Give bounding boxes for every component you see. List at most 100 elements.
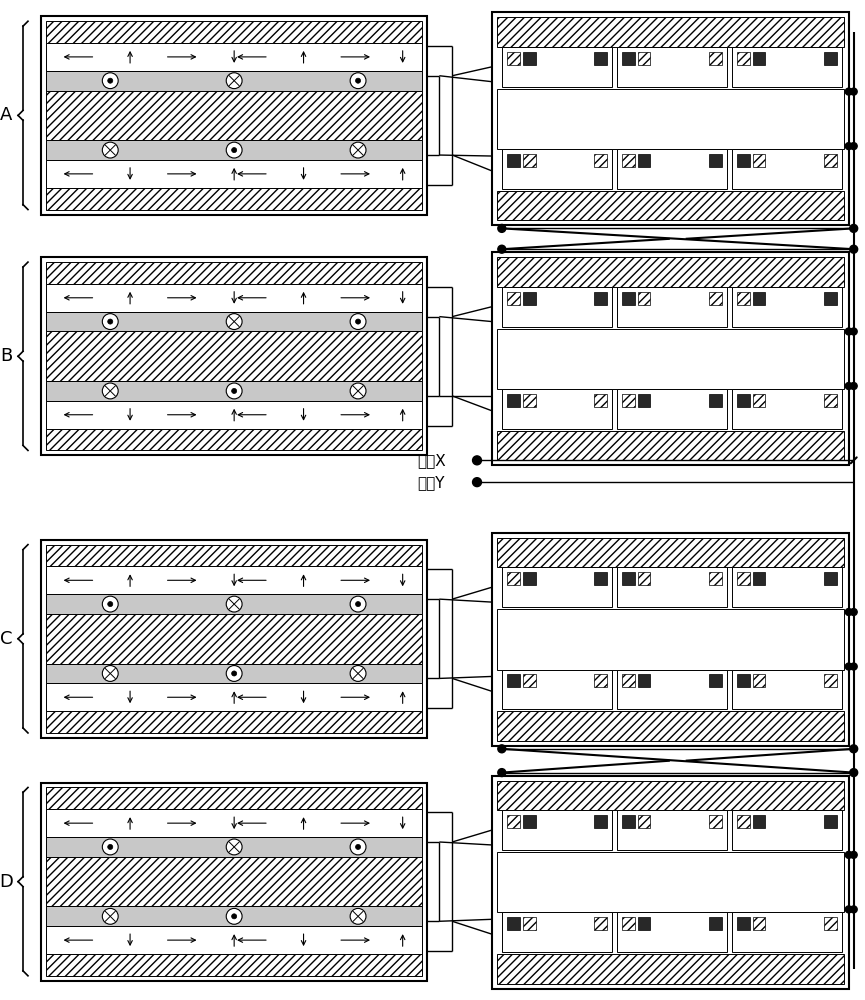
Bar (594, 815, 607, 828)
Bar (46, 926, 422, 954)
Bar (46, 21, 422, 43)
Bar (594, 572, 607, 585)
Bar (502, 670, 612, 709)
Bar (46, 331, 422, 381)
Bar (709, 674, 722, 687)
Bar (46, 614, 422, 664)
Bar (753, 815, 766, 828)
Bar (492, 12, 849, 225)
Bar (497, 852, 843, 912)
Circle shape (227, 908, 242, 924)
Circle shape (850, 383, 857, 389)
Bar (497, 781, 843, 810)
Bar (709, 917, 722, 930)
Bar (753, 917, 766, 930)
Circle shape (350, 839, 366, 855)
Bar (732, 287, 842, 327)
Bar (497, 711, 843, 741)
Circle shape (849, 245, 858, 253)
Circle shape (498, 224, 506, 232)
Text: 油口X: 油口X (418, 453, 446, 468)
Bar (497, 89, 843, 149)
Bar (732, 912, 842, 952)
Bar (737, 292, 750, 305)
Bar (622, 394, 635, 407)
Bar (709, 815, 722, 828)
Bar (497, 954, 843, 984)
Circle shape (356, 78, 361, 83)
Circle shape (350, 314, 366, 330)
Bar (824, 154, 836, 167)
Circle shape (350, 908, 366, 924)
Bar (622, 674, 635, 687)
Circle shape (350, 73, 366, 89)
Circle shape (849, 769, 858, 777)
Bar (522, 917, 535, 930)
Bar (46, 787, 422, 809)
Bar (753, 52, 766, 65)
Bar (46, 188, 422, 210)
Bar (594, 674, 607, 687)
Bar (497, 538, 843, 567)
Bar (732, 670, 842, 709)
Bar (638, 917, 650, 930)
Bar (622, 292, 635, 305)
Bar (753, 394, 766, 407)
Bar (507, 815, 520, 828)
Bar (46, 381, 422, 401)
Bar (46, 906, 422, 926)
Bar (824, 52, 836, 65)
Bar (617, 670, 727, 709)
Bar (622, 154, 635, 167)
Circle shape (108, 602, 112, 607)
Bar (522, 394, 535, 407)
Circle shape (108, 78, 112, 83)
Bar (709, 394, 722, 407)
Bar (824, 292, 836, 305)
Bar (522, 52, 535, 65)
Circle shape (356, 319, 361, 324)
Circle shape (845, 851, 852, 858)
Bar (824, 572, 836, 585)
Bar (617, 287, 727, 327)
Bar (732, 567, 842, 607)
Bar (617, 567, 727, 607)
Bar (709, 572, 722, 585)
Circle shape (850, 609, 857, 615)
Bar (46, 683, 422, 711)
Bar (594, 154, 607, 167)
Circle shape (356, 844, 361, 849)
Bar (46, 711, 422, 733)
Bar (46, 91, 422, 140)
Bar (622, 52, 635, 65)
Bar (824, 674, 836, 687)
Circle shape (102, 314, 119, 330)
Circle shape (102, 666, 119, 681)
Circle shape (102, 839, 119, 855)
Circle shape (102, 908, 119, 924)
Circle shape (232, 388, 237, 393)
Circle shape (350, 596, 366, 612)
Bar (617, 912, 727, 952)
Bar (46, 401, 422, 429)
Bar (737, 815, 750, 828)
Bar (522, 674, 535, 687)
Circle shape (356, 602, 361, 607)
Bar (46, 160, 422, 188)
Bar (46, 809, 422, 837)
Bar (522, 572, 535, 585)
Circle shape (227, 666, 242, 681)
Bar (507, 154, 520, 167)
Bar (638, 154, 650, 167)
Bar (492, 252, 849, 465)
Bar (46, 664, 422, 683)
Bar (507, 52, 520, 65)
Circle shape (850, 143, 857, 150)
Bar (46, 43, 422, 71)
Bar (492, 776, 849, 989)
Bar (522, 815, 535, 828)
Bar (824, 917, 836, 930)
Bar (497, 257, 843, 287)
Bar (709, 292, 722, 305)
Bar (502, 567, 612, 607)
